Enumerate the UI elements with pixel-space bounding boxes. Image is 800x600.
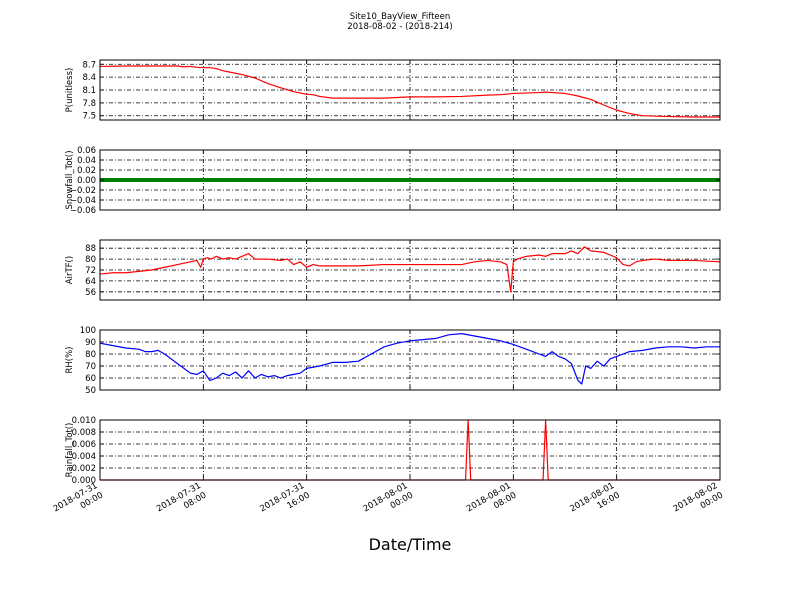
y-tick-label: 50 bbox=[85, 386, 96, 396]
y-tick-label: 70 bbox=[85, 362, 96, 372]
y-tick-label: 60 bbox=[85, 374, 96, 384]
y-tick-label: 0.000 bbox=[72, 476, 96, 486]
y-axis-label: Snowfall_Tot() bbox=[65, 150, 75, 209]
y-tick-label: 88 bbox=[85, 244, 96, 254]
y-tick-label: 8.4 bbox=[82, 73, 96, 83]
y-tick-label: 64 bbox=[85, 277, 96, 287]
y-tick-label: 0.00 bbox=[77, 176, 96, 186]
y-axis-label: P(unitless) bbox=[65, 68, 75, 113]
y-tick-label: 0.008 bbox=[72, 428, 96, 438]
y-tick-label: 0.06 bbox=[77, 146, 96, 156]
y-tick-label: −0.02 bbox=[70, 186, 96, 196]
y-tick-label: 100 bbox=[80, 326, 96, 336]
y-tick-label: 7.5 bbox=[82, 112, 96, 122]
y-tick-label: 80 bbox=[85, 255, 96, 265]
y-tick-label: 0.002 bbox=[72, 464, 96, 474]
y-tick-label: 7.8 bbox=[82, 99, 96, 109]
y-tick-label: 0.04 bbox=[77, 156, 96, 166]
y-tick-label: 56 bbox=[85, 288, 96, 298]
y-tick-label: −0.04 bbox=[70, 196, 96, 206]
y-axis-label: RH(%) bbox=[65, 346, 75, 373]
y-tick-label: 80 bbox=[85, 350, 96, 360]
chart-panel-1: 7.5 7.8 8.1 8.4 8.7 P(unitless) bbox=[65, 59, 721, 122]
y-tick-label: −0.06 bbox=[70, 206, 96, 216]
y-tick-label: 8.1 bbox=[82, 86, 96, 96]
series-line bbox=[99, 65, 720, 118]
chart-panel-5: 0.000 0.002 0.004 0.006 0.008 0.010Rainfall_T… bbox=[65, 416, 721, 486]
y-tick-label: 8.7 bbox=[82, 60, 96, 70]
y-tick-label: 0.010 bbox=[72, 416, 96, 426]
figure-title-line2: 2018-08-02 - (2018-214) bbox=[347, 22, 452, 32]
chart-panel-4: 50 60 70 80 90 100 RH(%) bbox=[65, 326, 721, 396]
y-tick-label: 90 bbox=[85, 338, 96, 348]
y-tick-label: 0.02 bbox=[77, 166, 96, 176]
chart-panels: 7.5 7.8 8.1 8.4 8.7 P(unitless) −0.06−0.04−0.0… bbox=[65, 59, 721, 486]
series-line bbox=[99, 246, 721, 293]
chart-panel-2: −0.06−0.04−0.020.000.020.040.06Snowfall_… bbox=[65, 146, 721, 216]
y-axis-label: Rainfall_Tot() bbox=[65, 423, 75, 478]
y-tick-label: 72 bbox=[85, 266, 96, 276]
y-tick-label: 0.004 bbox=[72, 452, 96, 462]
x-axis-label: Date/Time bbox=[369, 535, 452, 554]
y-tick-label: 0.006 bbox=[72, 440, 96, 450]
series-line bbox=[99, 333, 720, 385]
y-axis-label: AirTF() bbox=[65, 256, 75, 284]
figure-title-line1: Site10_BayView_Fifteen bbox=[350, 12, 451, 22]
